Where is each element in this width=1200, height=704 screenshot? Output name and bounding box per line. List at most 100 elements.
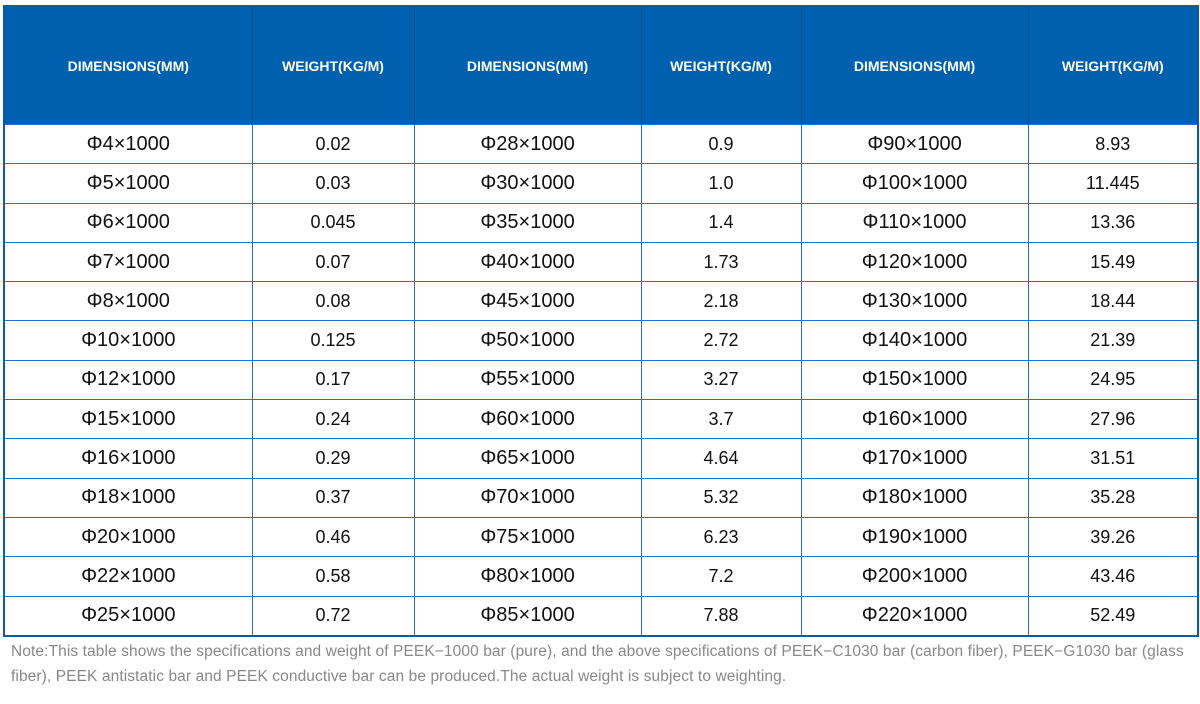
dimension-cell: Φ30×1000: [413, 163, 642, 204]
dimension-cell: Φ130×1000: [800, 281, 1029, 322]
dimension-cell: Φ150×1000: [800, 359, 1029, 401]
weight-cell: 3.7: [640, 399, 802, 440]
table-row: Φ12×1000 0.17 Φ55×1000 3.27 Φ150×1000 24.95: [3, 359, 1199, 401]
weight-cell: 8.93: [1027, 123, 1199, 165]
dimension-cell: Φ22×1000: [3, 556, 253, 597]
weight-cell: 2.18: [640, 281, 802, 322]
column-header-dimensions: DIMENSIONS(MM): [801, 6, 1029, 125]
dimension-cell: Φ55×1000: [413, 359, 642, 401]
dimension-cell: Φ120×1000: [800, 241, 1029, 283]
column-header-dimensions: DIMENSIONS(MM): [4, 6, 253, 125]
dimension-cell: Φ7×1000: [3, 241, 253, 283]
dimension-cell: Φ35×1000: [413, 202, 642, 243]
weight-cell: 52.49: [1027, 595, 1199, 637]
dimension-cell: Φ140×1000: [800, 320, 1029, 361]
dimension-cell: Φ8×1000: [3, 281, 253, 322]
column-header-dimensions: DIMENSIONS(MM): [414, 6, 642, 125]
weight-cell: 1.73: [640, 241, 802, 283]
dimension-cell: Φ6×1000: [3, 202, 253, 243]
dimension-cell: Φ110×1000: [800, 202, 1029, 243]
table-row: Φ8×1000 0.08 Φ45×1000 2.18 Φ130×1000 18.44: [3, 281, 1199, 322]
dimension-cell: Φ90×1000: [800, 123, 1029, 165]
table-row: Φ5×1000 0.03 Φ30×1000 1.0 Φ100×1000 11.445: [3, 163, 1199, 204]
weight-cell: 0.9: [640, 123, 802, 165]
weight-cell: 0.045: [251, 202, 415, 243]
weight-cell: 0.37: [251, 477, 415, 518]
table-row: Φ25×1000 0.72 Φ85×1000 7.88 Φ220×1000 52.49: [3, 595, 1199, 637]
table-row: Φ15×1000 0.24 Φ60×1000 3.7 Φ160×1000 27.96: [3, 399, 1199, 440]
dimension-cell: Φ10×1000: [3, 320, 253, 361]
weight-cell: 0.24: [251, 399, 415, 440]
dimension-cell: Φ28×1000: [413, 123, 642, 165]
dimension-cell: Φ80×1000: [413, 556, 642, 597]
table-row: Φ6×1000 0.045 Φ35×1000 1.4 Φ110×1000 13.36: [3, 202, 1199, 243]
weight-cell: 11.445: [1027, 163, 1199, 204]
weight-cell: 5.32: [640, 477, 802, 518]
weight-cell: 2.72: [640, 320, 802, 361]
weight-cell: 0.17: [251, 359, 415, 401]
dimension-cell: Φ100×1000: [800, 163, 1029, 204]
dimension-cell: Φ50×1000: [413, 320, 642, 361]
weight-cell: 0.58: [251, 556, 415, 597]
dimension-cell: Φ160×1000: [800, 399, 1029, 440]
weight-cell: 18.44: [1027, 281, 1199, 322]
weight-cell: 21.39: [1027, 320, 1199, 361]
weight-cell: 24.95: [1027, 359, 1199, 401]
weight-cell: 1.0: [640, 163, 802, 204]
weight-cell: 27.96: [1027, 399, 1199, 440]
weight-cell: 4.64: [640, 438, 802, 479]
weight-cell: 7.2: [640, 556, 802, 597]
dimension-cell: Φ45×1000: [413, 281, 642, 322]
weight-cell: 13.36: [1027, 202, 1199, 243]
weight-cell: 43.46: [1027, 556, 1199, 597]
weight-cell: 1.4: [640, 202, 802, 243]
dimension-cell: Φ18×1000: [3, 477, 253, 518]
column-header-weight: WEIGHT(KG/M): [1028, 6, 1199, 125]
dimension-cell: Φ12×1000: [3, 359, 253, 401]
weight-cell: 0.72: [251, 595, 415, 637]
table-row: Φ20×1000 0.46 Φ75×1000 6.23 Φ190×1000 39.26: [3, 516, 1199, 558]
dimension-cell: Φ220×1000: [800, 595, 1029, 637]
dimension-cell: Φ5×1000: [3, 163, 253, 204]
dimension-cell: Φ170×1000: [800, 438, 1029, 479]
weight-cell: 39.26: [1027, 516, 1199, 558]
column-header-weight: WEIGHT(KG/M): [252, 6, 415, 125]
table-row: Φ16×1000 0.29 Φ65×1000 4.64 Φ170×1000 31.51: [3, 438, 1199, 479]
table-row: Φ10×1000 0.125 Φ50×1000 2.72 Φ140×1000 21.39: [3, 320, 1199, 361]
dimension-cell: Φ25×1000: [3, 595, 253, 637]
weight-cell: 0.46: [251, 516, 415, 558]
dimension-cell: Φ85×1000: [413, 595, 642, 637]
dimension-cell: Φ65×1000: [413, 438, 642, 479]
dimension-cell: Φ75×1000: [413, 516, 642, 558]
dimension-cell: Φ20×1000: [3, 516, 253, 558]
dimension-cell: Φ60×1000: [413, 399, 642, 440]
table-row: Φ7×1000 0.07 Φ40×1000 1.73 Φ120×1000 15.49: [3, 241, 1199, 283]
weight-cell: 0.125: [251, 320, 415, 361]
weight-cell: 0.29: [251, 438, 415, 479]
dimension-cell: Φ180×1000: [800, 477, 1029, 518]
dimension-cell: Φ190×1000: [800, 516, 1029, 558]
weight-cell: 35.28: [1027, 477, 1199, 518]
weight-cell: 7.88: [640, 595, 802, 637]
weight-cell: 15.49: [1027, 241, 1199, 283]
weight-cell: 0.03: [251, 163, 415, 204]
dimension-cell: Φ40×1000: [413, 241, 642, 283]
weight-cell: 0.07: [251, 241, 415, 283]
column-header-weight: WEIGHT(KG/M): [641, 6, 802, 125]
table-row: Φ18×1000 0.37 Φ70×1000 5.32 Φ180×1000 35.28: [3, 477, 1199, 518]
dimension-cell: Φ4×1000: [3, 123, 253, 165]
table-note: Note:This table shows the specifications…: [11, 643, 1184, 685]
dimension-cell: Φ15×1000: [3, 399, 253, 440]
dimension-cell: Φ16×1000: [3, 438, 253, 479]
table-header-row: DIMENSIONS(MM) WEIGHT(KG/M) DIMENSIONS(MM)…: [4, 6, 1199, 125]
weight-cell: 31.51: [1027, 438, 1199, 479]
dimension-cell: Φ70×1000: [413, 477, 642, 518]
weight-cell: 6.23: [640, 516, 802, 558]
table-body: Φ4×1000 0.02 Φ28×1000 0.9 Φ90×1000 8.93 Φ5×100…: [3, 123, 1199, 637]
weight-cell: 0.02: [251, 123, 415, 165]
dimension-cell: Φ200×1000: [800, 556, 1029, 597]
weight-table: DIMENSIONS(MM) WEIGHT(KG/M) DIMENSIONS(MM)…: [3, 5, 1199, 637]
table-row: Φ4×1000 0.02 Φ28×1000 0.9 Φ90×1000 8.93: [3, 123, 1199, 165]
weight-cell: 0.08: [251, 281, 415, 322]
weight-cell: 3.27: [640, 359, 802, 401]
